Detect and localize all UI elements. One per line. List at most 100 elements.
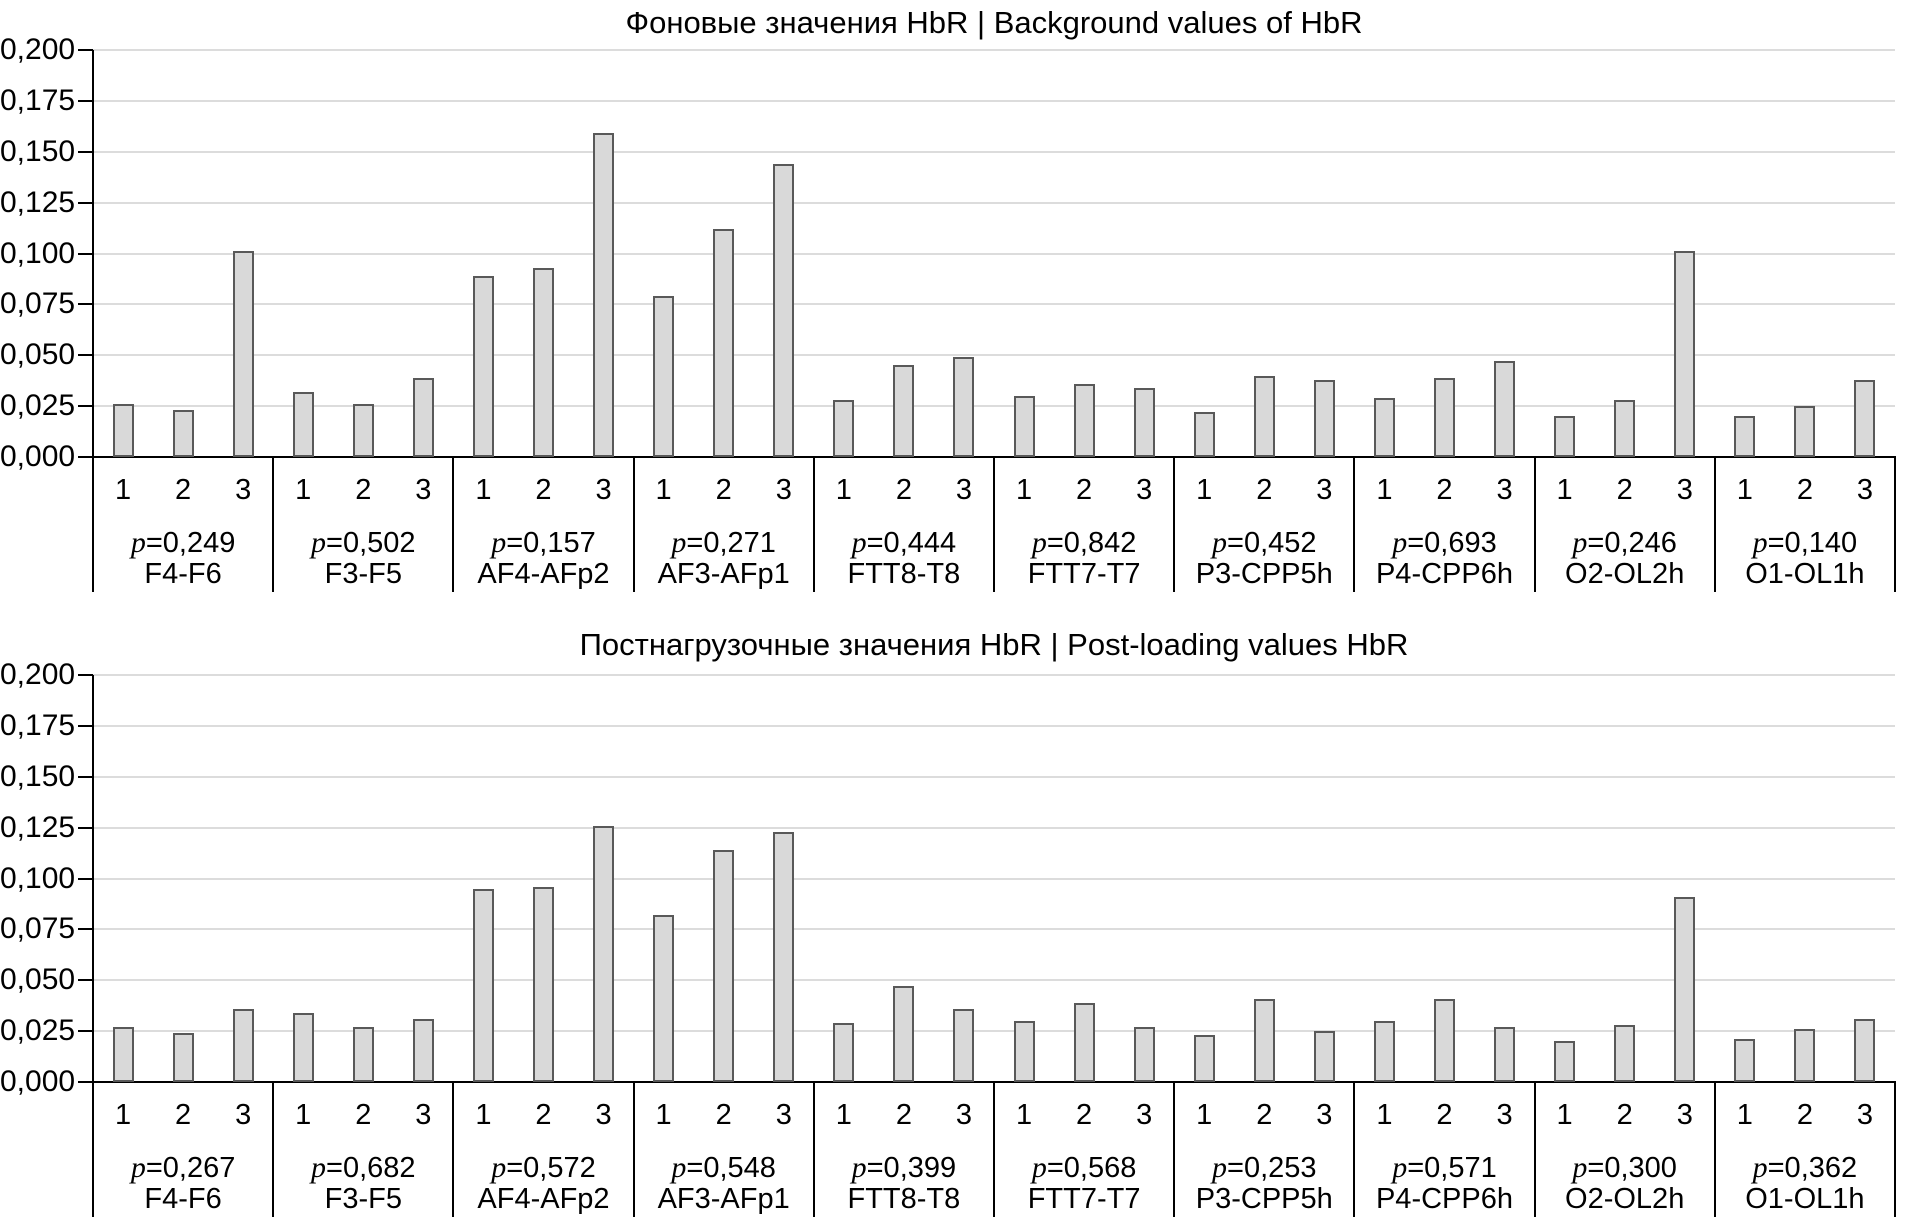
bar xyxy=(953,1008,975,1082)
bar xyxy=(1674,251,1696,457)
bar-index-label: 2 xyxy=(1436,1099,1453,1131)
bar-index-label: 2 xyxy=(895,474,912,506)
y-axis-label: 0,150 xyxy=(0,759,76,793)
bar-index-label: 1 xyxy=(1736,474,1753,506)
bar xyxy=(412,1018,434,1082)
p-value-label: p=0,157 xyxy=(491,526,596,559)
category-separator xyxy=(1533,457,1536,592)
bar-index-label: 1 xyxy=(475,1099,492,1131)
y-axis-label: 0,000 xyxy=(0,1065,76,1098)
category-separator xyxy=(1353,457,1356,592)
bar-index-label: 2 xyxy=(715,474,732,506)
channel-label: FTT7-T7 xyxy=(1027,558,1141,590)
y-axis-line xyxy=(92,675,94,1082)
y-axis-label: 0,150 xyxy=(0,134,76,168)
bar-index-label: 1 xyxy=(655,1099,672,1131)
channel-label: P4-CPP6h xyxy=(1375,1183,1513,1215)
bar xyxy=(1253,375,1275,457)
bar xyxy=(1554,1041,1576,1082)
bar-index-label: 1 xyxy=(1556,1099,1573,1131)
gridline xyxy=(93,49,1895,51)
bar-index-label: 1 xyxy=(114,1099,132,1131)
p-value-label: p=0,253 xyxy=(1212,1151,1317,1184)
y-axis-label: 0,100 xyxy=(0,236,76,270)
bar-index-label: 3 xyxy=(1676,474,1693,506)
p-value-label: p=0,362 xyxy=(1752,1151,1858,1184)
y-axis-tick xyxy=(78,99,93,102)
channel-label: AF3-AFp1 xyxy=(657,558,790,590)
bar xyxy=(1854,379,1876,457)
category-separator xyxy=(1533,1082,1536,1217)
channel-label: P3-CPP5h xyxy=(1195,1183,1333,1215)
bar-index-label: 3 xyxy=(595,474,612,506)
bar-index-label: 2 xyxy=(895,1099,912,1131)
category-separator xyxy=(993,457,995,592)
bar xyxy=(893,986,915,1082)
y-axis-tick xyxy=(78,724,93,727)
bar xyxy=(1734,1039,1756,1082)
category-separator xyxy=(1173,457,1176,592)
y-axis-tick xyxy=(78,201,93,204)
bar-index-label: 1 xyxy=(1196,1099,1213,1131)
bar xyxy=(1073,1002,1095,1082)
bar-index-label: 3 xyxy=(1496,474,1513,506)
y-axis-tick xyxy=(78,49,93,51)
bar xyxy=(172,1033,194,1082)
bar xyxy=(1373,397,1395,457)
category-separator xyxy=(452,457,455,592)
y-axis-label: 0,125 xyxy=(0,185,76,219)
bar xyxy=(833,400,855,457)
p-value-label: p=0,452 xyxy=(1212,526,1317,559)
bar-index-label: 1 xyxy=(1196,474,1213,506)
y-axis-tick xyxy=(78,928,93,931)
bar xyxy=(893,365,915,457)
bar-index-label: 3 xyxy=(775,474,792,506)
bar xyxy=(593,825,615,1082)
bar xyxy=(713,850,735,1082)
bar-index-label: 3 xyxy=(775,1099,792,1131)
y-axis-label: 0,200 xyxy=(0,33,76,66)
category-separator xyxy=(272,1082,275,1217)
y-axis-label: 0,175 xyxy=(0,83,76,117)
p-value-label: p=0,693 xyxy=(1392,526,1497,559)
bar-index-label: 1 xyxy=(835,1099,852,1131)
x-axis-line xyxy=(78,1081,1896,1083)
channel-label: F4-F6 xyxy=(144,1183,222,1215)
p-value-label: p=0,300 xyxy=(1572,1151,1677,1184)
p-value-label: p=0,548 xyxy=(671,1151,776,1184)
bar xyxy=(112,404,134,457)
channel-label: FTT8-T8 xyxy=(847,558,961,590)
p-value-label: p=0,568 xyxy=(1031,1151,1137,1184)
bar-index-label: 3 xyxy=(1496,1099,1513,1131)
y-axis-label: 0,175 xyxy=(0,708,76,742)
p-value-label: p=0,444 xyxy=(851,526,957,559)
bar-index-label: 1 xyxy=(1015,1099,1033,1131)
channel-label: AF4-AFp2 xyxy=(477,558,610,590)
category-separator xyxy=(1353,1082,1356,1217)
bar xyxy=(653,915,675,1082)
y-axis-label: 0,075 xyxy=(0,287,76,321)
gridline xyxy=(93,724,1895,727)
chart-title-post-loading: Постнагрузочные значения HbR | Post-load… xyxy=(579,627,1409,662)
gridline xyxy=(93,201,1895,204)
bar xyxy=(653,296,675,457)
bar-index-label: 3 xyxy=(1136,474,1153,506)
y-axis-tick xyxy=(78,877,93,880)
p-value-label: p=0,571 xyxy=(1392,1151,1497,1184)
bar xyxy=(472,275,494,457)
y-axis-tick xyxy=(78,303,93,306)
bar-index-label: 2 xyxy=(1796,1099,1813,1131)
bar-index-label: 2 xyxy=(1616,1099,1633,1131)
bar xyxy=(1614,1025,1636,1082)
bar xyxy=(1794,1029,1816,1082)
channel-label: O2-OL2h xyxy=(1565,558,1685,590)
category-separator xyxy=(993,1082,995,1217)
bar xyxy=(172,410,194,457)
background-hbr-chart: Фоновые значения HbR | Background values… xyxy=(0,6,1896,592)
bar xyxy=(1434,998,1455,1082)
bar-index-label: 3 xyxy=(415,474,432,506)
bar xyxy=(1674,896,1696,1082)
bar xyxy=(412,377,434,457)
channel-label: O1-OL1h xyxy=(1745,558,1865,590)
